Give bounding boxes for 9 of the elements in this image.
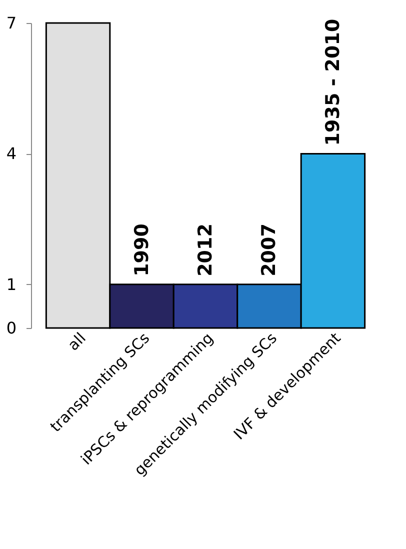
y-tick-label: 7 — [6, 14, 16, 32]
y-tick-label: 1 — [6, 274, 16, 294]
x-tick-label: all — [64, 329, 90, 354]
annotation: 1990 — [130, 224, 153, 276]
y-tick-label: 0 — [6, 318, 16, 338]
annotation: 2007 — [258, 224, 280, 276]
annotation: 2012 — [194, 224, 216, 276]
annotation: 1935 - 2010 — [322, 18, 344, 146]
y-tick-label: 4 — [6, 144, 16, 164]
